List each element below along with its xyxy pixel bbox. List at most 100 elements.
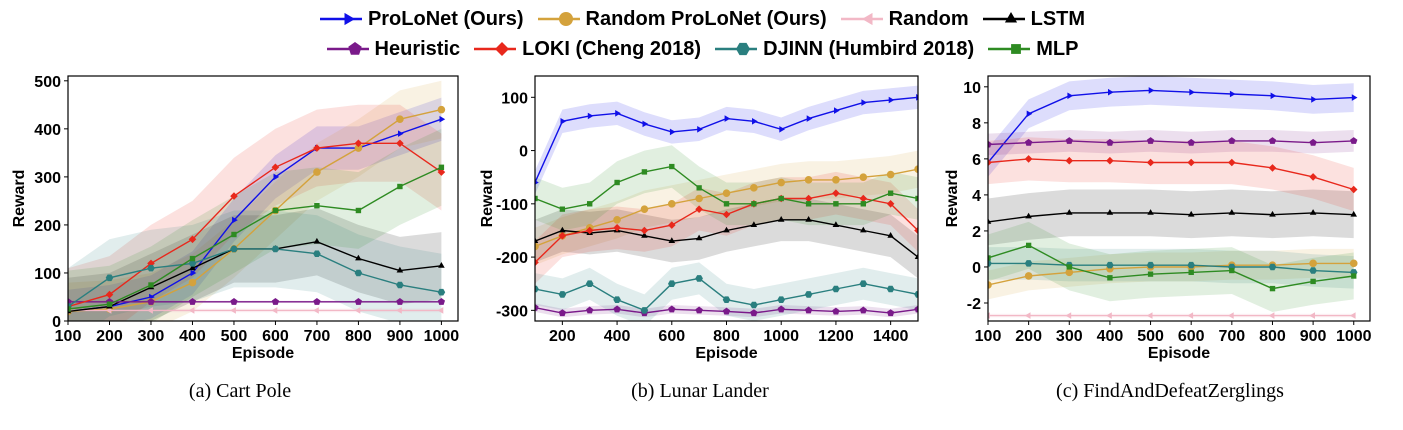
data-point-lstm	[1350, 210, 1357, 217]
data-point-mlp	[189, 255, 196, 262]
band-random-prolonet-ours	[68, 80, 442, 321]
data-point-lstm	[396, 266, 404, 273]
series-line-loki-cheng-2018	[68, 142, 442, 308]
data-point-djinn-humbird-2018	[832, 285, 840, 293]
data-point-loki-cheng-2018	[188, 235, 197, 244]
x-tick-label: 200	[96, 328, 123, 345]
legend-item-lstm: LSTM	[981, 8, 1085, 31]
y-tick-label: -300	[496, 303, 528, 320]
data-point-heuristic	[188, 298, 197, 305]
data-point-heuristic	[396, 298, 404, 305]
data-point-loki-cheng-2018	[1106, 156, 1114, 165]
data-point-prolonet-ours	[273, 173, 280, 181]
data-point-mlp	[397, 183, 403, 190]
data-point-random-prolonet-ours	[804, 176, 813, 184]
legend-item-random-prolonet-ours: Random ProLoNet (Ours)	[536, 8, 827, 31]
legend-item-mlp: MLP	[986, 38, 1078, 61]
data-point-mlp	[1229, 267, 1235, 274]
caption-find-and-defeat-zerglings: (c) FindAndDefeatZerglings	[1056, 380, 1284, 402]
series-line-djinn-humbird-2018	[988, 262, 1354, 274]
data-point-prolonet-ours	[642, 120, 649, 128]
data-point-loki-cheng-2018	[230, 192, 238, 200]
data-point-loki-cheng-2018	[1146, 158, 1155, 167]
band-mlp	[68, 128, 442, 321]
data-point-heuristic	[147, 298, 155, 305]
data-point-djinn-humbird-2018	[1268, 263, 1277, 271]
data-point-heuristic	[832, 307, 840, 315]
data-point-random-prolonet-ours	[777, 178, 786, 187]
data-point-djinn-humbird-2018	[886, 285, 895, 293]
data-point-djinn-humbird-2018	[105, 274, 114, 282]
data-point-djinn-humbird-2018	[668, 280, 676, 287]
y-tick-label: 2	[972, 224, 981, 241]
data-point-loki-cheng-2018	[914, 226, 918, 235]
x-tick-label: 900	[387, 328, 414, 345]
data-point-lstm	[438, 262, 445, 268]
data-point-loki-cheng-2018	[313, 144, 321, 152]
data-point-lstm	[1106, 209, 1114, 215]
x-tick-label: 400	[179, 328, 206, 345]
x-tick-label: 1000	[763, 328, 799, 345]
data-point-mlp	[314, 203, 320, 209]
data-point-random-prolonet-ours	[886, 170, 895, 179]
data-point-djinn-humbird-2018	[354, 269, 363, 277]
chart-cart-pole: 100 200 300 400 500 600 700 800 900 1000010020030…	[11, 74, 459, 362]
data-point-random-prolonet-ours	[1309, 259, 1317, 268]
data-point-prolonet-ours	[587, 112, 594, 120]
x-tick-label: 600	[1178, 328, 1205, 345]
x-tick-label: 600	[658, 328, 685, 345]
data-point-djinn-humbird-2018	[396, 281, 404, 289]
data-point-djinn-humbird-2018	[804, 291, 813, 298]
data-point-random	[1146, 312, 1153, 319]
plot-frame	[67, 75, 459, 322]
data-point-lstm	[313, 237, 321, 244]
data-point-mlp	[614, 179, 620, 186]
x-tick-label: 1000	[1336, 328, 1372, 345]
data-point-prolonet-ours	[888, 96, 895, 104]
band-lstm	[68, 208, 442, 321]
data-point-heuristic	[1025, 138, 1033, 146]
data-point-mlp	[1026, 242, 1032, 248]
data-point-djinn-humbird-2018	[1146, 261, 1155, 269]
data-point-loki-cheng-2018	[804, 194, 813, 203]
data-point-mlp	[535, 195, 538, 202]
data-point-lstm	[832, 221, 840, 227]
series-line-random-prolonet-ours	[988, 262, 1354, 286]
data-point-loki-cheng-2018	[147, 259, 155, 268]
data-point-random-prolonet-ours	[859, 173, 868, 181]
data-point-mlp	[1269, 285, 1276, 292]
data-point-mlp	[805, 201, 812, 207]
data-point-prolonet-ours	[1311, 96, 1317, 103]
caption-lunar-lander: (b) Lunar Lander	[631, 380, 769, 402]
data-point-lstm	[805, 216, 812, 222]
y-axis-label: Reward	[479, 170, 496, 228]
data-point-prolonet-ours	[806, 115, 813, 122]
chart-panel-cart-pole: 100 200 300 400 500 600 700 800 900 1000 0 100 200 30…	[10, 66, 465, 366]
legend-item-djinn-humbird-2018: DJINN (Humbird 2018)	[713, 38, 974, 61]
data-point-lstm	[750, 221, 758, 227]
data-point-mlp	[833, 201, 839, 207]
data-point-heuristic	[1187, 138, 1195, 146]
data-point-loki-cheng-2018	[668, 221, 676, 229]
data-point-heuristic	[668, 305, 676, 313]
band-lstm	[535, 198, 918, 279]
x-tick-label: 500	[221, 328, 248, 345]
x-tick-label: 200	[1015, 328, 1042, 345]
data-point-prolonet-ours	[1026, 110, 1033, 118]
data-point-prolonet-ours	[752, 118, 758, 125]
data-point-djinn-humbird-2018	[1106, 261, 1114, 269]
data-point-random	[1187, 312, 1194, 319]
data-point-prolonet-ours	[560, 118, 567, 125]
x-tick-label: 1400	[873, 328, 909, 345]
data-point-prolonet-ours	[916, 94, 918, 101]
data-point-loki-cheng-2018	[585, 226, 594, 235]
data-point-lstm	[777, 216, 785, 222]
legend-item-random: Random	[839, 8, 969, 31]
data-point-lstm	[641, 232, 648, 238]
x-axis-label: Episode	[232, 345, 294, 362]
data-point-random	[1268, 312, 1275, 319]
data-point-heuristic	[1106, 138, 1114, 146]
x-tick-label: 400	[1097, 328, 1124, 345]
series-line-djinn-humbird-2018	[68, 248, 442, 308]
data-point-random	[354, 307, 361, 314]
